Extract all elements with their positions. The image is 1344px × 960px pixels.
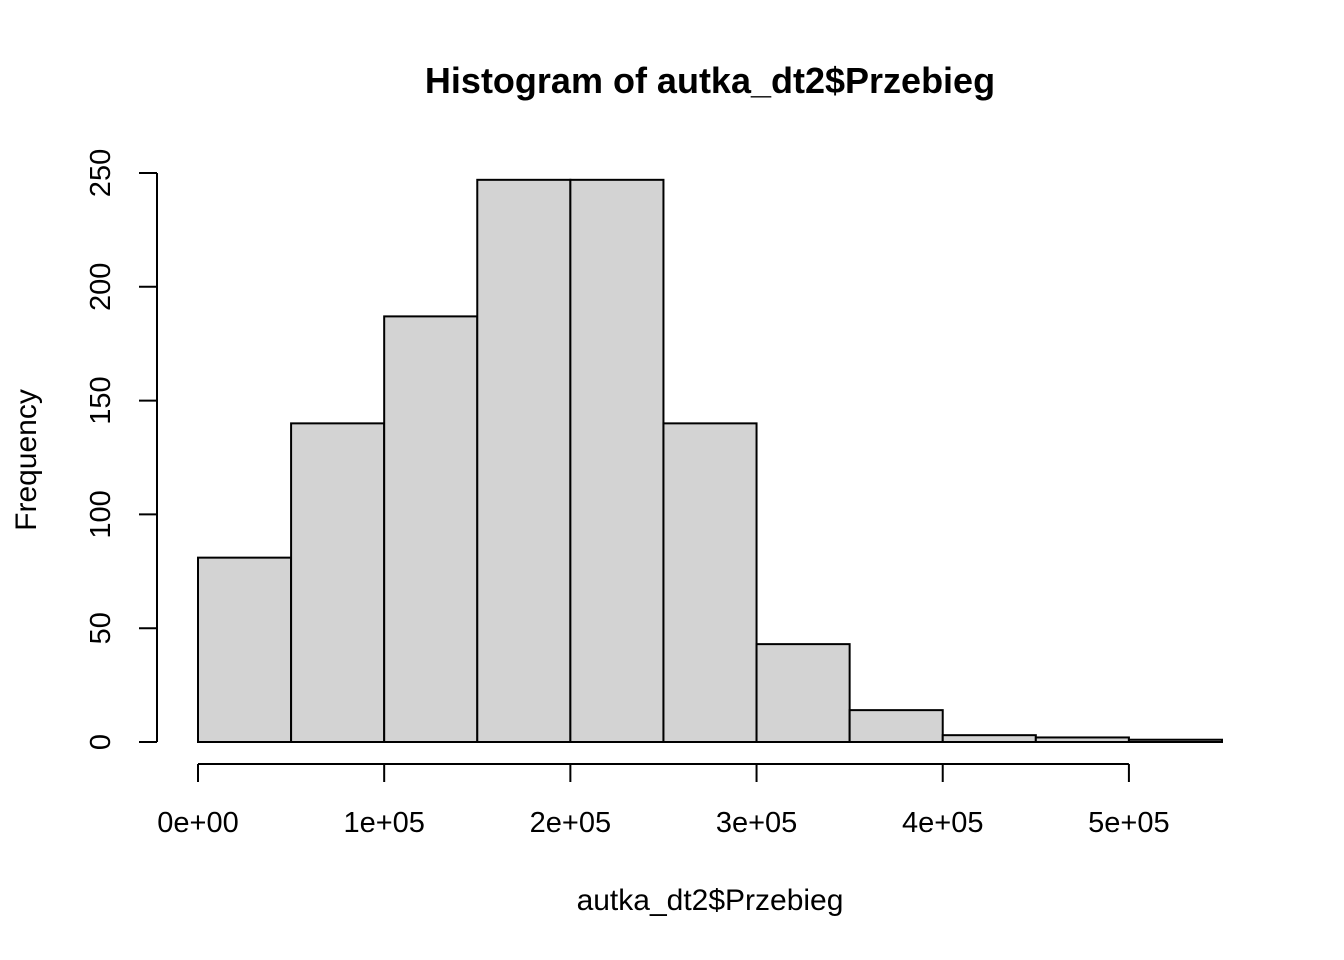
histogram-bar-4 [476, 178, 572, 743]
histogram-bar-2 [290, 422, 386, 743]
histogram-bar-1 [197, 556, 293, 743]
histogram-bars [197, 178, 1223, 744]
histogram-bar-8 [848, 709, 944, 743]
chart-title: Histogram of autka_dt2$Przebieg [425, 60, 995, 101]
x-tick-label-3: 2e+05 [530, 807, 611, 839]
histogram-bar-6 [662, 422, 758, 743]
y-axis: 0 50 100 150 200 250 [85, 149, 158, 750]
histogram-bar-7 [755, 643, 851, 744]
y-tick-label-1: 0 [85, 734, 117, 750]
histogram-bar-9 [941, 734, 1037, 743]
histogram-bar-5 [569, 178, 665, 743]
x-tick-label-4: 3e+05 [716, 807, 797, 839]
histogram-bar-11 [1127, 738, 1223, 743]
x-tick-label-2: 1e+05 [343, 807, 424, 839]
x-axis: 0e+00 1e+05 2e+05 3e+05 4e+05 5e+05 [157, 763, 1170, 839]
histogram-bar-3 [383, 315, 479, 743]
x-tick-label-6: 5e+05 [1088, 807, 1169, 839]
y-tick-label-2: 50 [85, 612, 117, 644]
y-tick-label-4: 150 [85, 376, 117, 424]
y-tick-label-6: 250 [85, 149, 117, 197]
y-tick-label-5: 200 [85, 263, 117, 311]
x-tick-label-1: 0e+00 [157, 807, 238, 839]
x-axis-label: autka_dt2$Przebieg [577, 884, 844, 917]
histogram-bar-10 [1034, 736, 1130, 743]
x-tick-label-5: 4e+05 [902, 807, 983, 839]
y-axis-label: Frequency [10, 389, 43, 531]
y-tick-label-3: 100 [85, 490, 117, 538]
